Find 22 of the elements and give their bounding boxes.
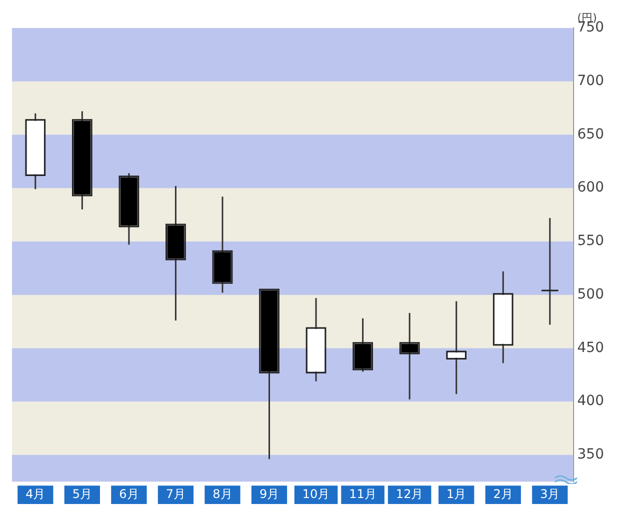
y-tick-label: 650 — [577, 126, 604, 142]
x-tick-label: 6月 — [119, 486, 139, 501]
x-tick-label: 11月 — [349, 486, 376, 501]
x-tick-label: 8月 — [212, 486, 232, 501]
x-tick-label: 4月 — [26, 486, 46, 501]
x-tick-label: 1月 — [446, 486, 466, 501]
x-tick-label: 10月 — [302, 486, 330, 501]
x-tick-label: 9月 — [259, 486, 280, 501]
y-tick-label: 500 — [577, 286, 604, 302]
x-tick-label: 7月 — [166, 486, 186, 501]
y-tick-label: 400 — [577, 393, 604, 410]
candlestick — [399, 312, 420, 400]
y-tick-label: 600 — [577, 180, 604, 196]
candlestick — [446, 300, 467, 395]
y-tick-label: 450 — [577, 340, 604, 356]
y-tick-label: 700 — [577, 73, 604, 90]
x-tick-label: 5月 — [72, 486, 92, 501]
y-tick-label: 550 — [577, 233, 604, 250]
x-tick-label: 2月 — [493, 486, 513, 501]
y-tick-label: 350 — [577, 446, 604, 463]
x-tick-label: 3月 — [540, 486, 560, 501]
x-tick-label: 12月 — [396, 486, 424, 501]
